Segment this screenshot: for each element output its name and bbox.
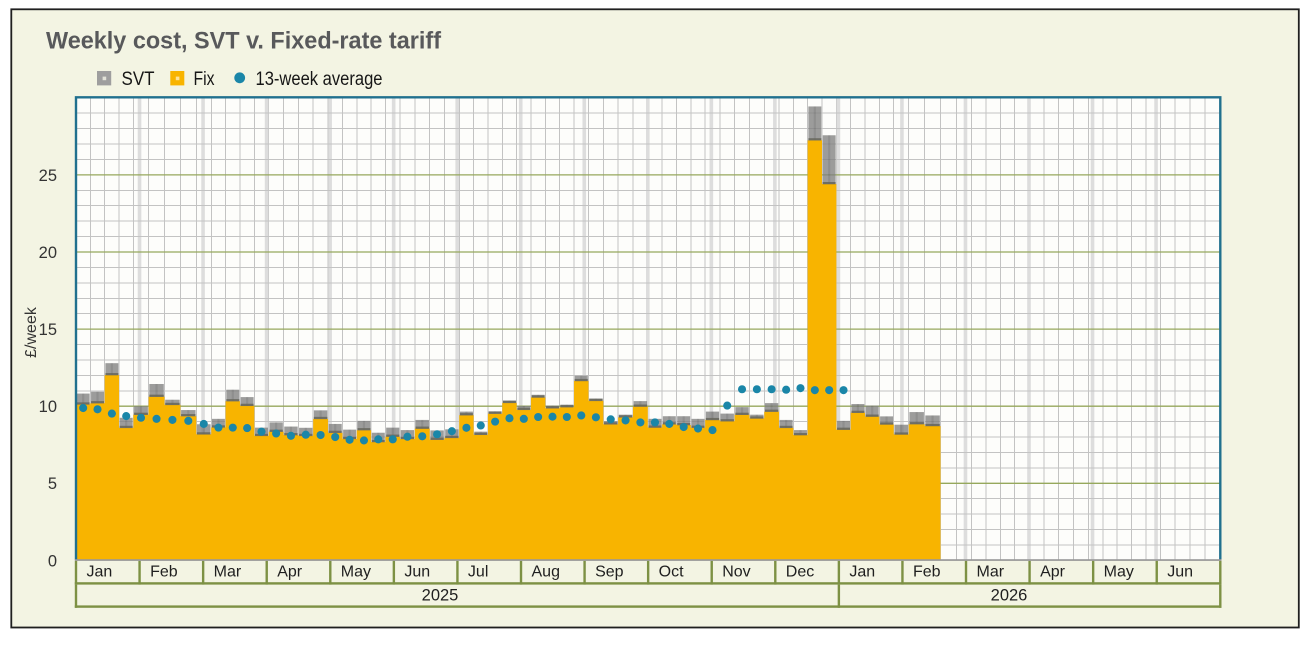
svg-text:Jan: Jan [849,564,875,581]
svg-text:Sep: Sep [595,564,624,581]
svg-text:Dec: Dec [786,564,814,581]
svg-text:Weekly cost, SVT v. Fixed-rate: Weekly cost, SVT v. Fixed-rate tariff [46,28,442,55]
svg-text:13-week average: 13-week average [256,69,383,90]
svg-text:Jan: Jan [87,564,113,581]
svg-text:Jun: Jun [404,564,430,581]
svg-text:Aug: Aug [532,564,560,581]
svg-text:SVT: SVT [122,69,155,90]
svg-text:Feb: Feb [150,564,178,581]
svg-text:5: 5 [48,475,57,493]
svg-text:£/week: £/week [23,306,40,358]
svg-text:May: May [1104,564,1134,581]
svg-text:Nov: Nov [722,564,750,581]
svg-text:Mar: Mar [214,564,242,581]
svg-text:Apr: Apr [1040,564,1066,581]
svg-text:10: 10 [39,398,57,416]
svg-text:May: May [341,564,371,581]
svg-text:Oct: Oct [659,564,684,581]
svg-text:Mar: Mar [977,564,1005,581]
svg-text:0: 0 [48,552,57,570]
svg-text:15: 15 [39,321,57,339]
svg-text:25: 25 [39,167,57,185]
svg-text:2025: 2025 [422,586,459,604]
svg-text:2026: 2026 [991,586,1028,604]
svg-text:Fix: Fix [194,69,215,90]
svg-text:Apr: Apr [277,564,303,581]
svg-text:Jul: Jul [468,564,488,581]
svg-text:Feb: Feb [913,564,941,581]
svg-text:Jun: Jun [1167,564,1193,581]
svg-text:20: 20 [39,244,57,262]
